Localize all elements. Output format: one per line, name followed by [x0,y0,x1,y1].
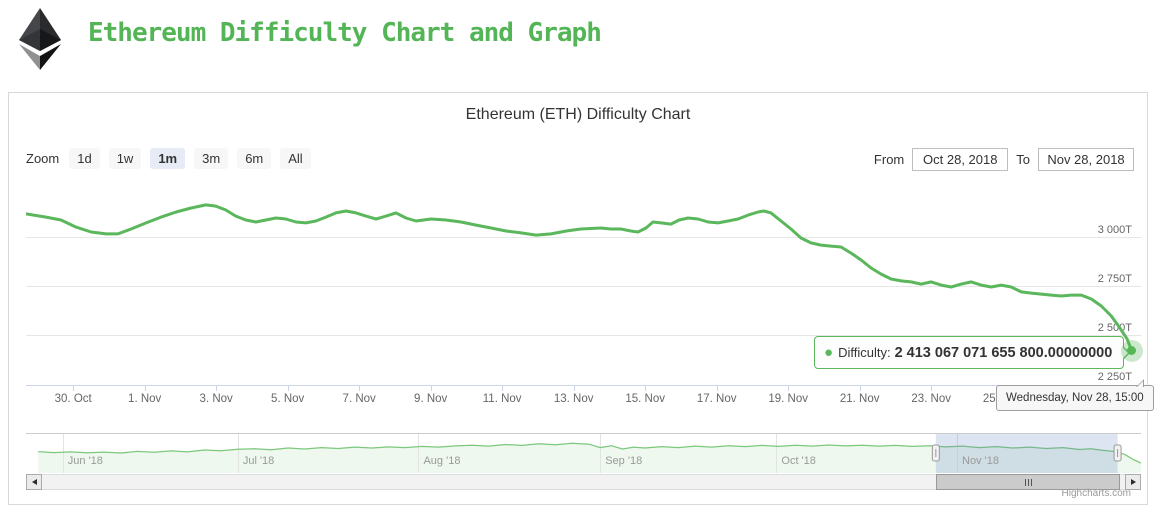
navigator-month-label: Aug '18 [423,455,460,467]
chart-title: Ethereum (ETH) Difficulty Chart [465,106,691,123]
navigator-selected-mask [935,433,1118,473]
x-axis-label: 17. Nov [697,393,737,405]
y-axis-label: 2 750T [1098,273,1133,285]
navigator-area [38,443,1141,473]
zoom-button-group: Zoom 1d 1w 1m 3m 6m All [26,148,311,169]
navigator[interactable]: Jun '18 Jul '18 Aug '18 Sep '18 Oct '18 Nov '… [26,433,1141,473]
site-header: Ethereum Difficulty Chart and Graph [0,0,1156,90]
y-axis-label: 3 000T [1098,224,1133,236]
zoom-button-1w[interactable]: 1w [108,148,142,169]
x-axis-label: 15. Nov [625,393,665,405]
x-axis-label: 13. Nov [554,393,594,405]
x-axis-label: 11. Nov [483,393,522,405]
x-axis-label: 1. Nov [128,393,161,405]
chart-panel: Ethereum (ETH) Difficulty Chart Zoom 1d … [8,92,1154,505]
navigator-series-line [38,442,1141,464]
scrollbar-grip-icon [1024,478,1032,486]
navigator-month-label: Jul '18 [243,455,274,467]
tooltip-value: 2 413 067 071 655 800.00000000 [894,344,1113,361]
zoom-label: Zoom [26,151,60,166]
difficulty-series-line [26,203,1134,354]
x-axis-label: 23. Nov [911,393,951,405]
x-axis-label: 3. Nov [200,393,233,405]
to-label: To [1016,152,1030,167]
from-label: From [873,152,905,167]
ethereum-logo-icon [19,8,61,70]
navigator-month-label: Jun '18 [68,455,103,467]
navigator-month-label: Oct '18 [781,455,816,467]
navigator-month-label: Nov '18 [962,455,999,467]
x-axis-label: 7. Nov [343,393,376,405]
x-axis-label: 9. Nov [414,393,447,405]
y-axis-label: 2 250T [1098,371,1133,383]
x-axis-label: 30. Oct [55,393,93,405]
tooltip-series-label: Difficulty: [838,345,891,360]
x-axis-label: 19. Nov [768,393,808,405]
page-title: Ethereum Difficulty Chart and Graph [88,18,602,48]
last-point-marker[interactable] [1127,346,1136,355]
tooltip-series-dot-icon: ● [824,344,834,361]
to-date-input[interactable] [1038,148,1134,171]
navigator-scrollbar [26,474,1141,490]
from-date-input[interactable] [912,148,1009,171]
zoom-button-all[interactable]: All [280,148,311,169]
zoom-button-3m[interactable]: 3m [194,148,229,169]
zoom-button-1m[interactable]: 1m [150,148,186,169]
zoom-button-1d[interactable]: 1d [69,148,100,169]
x-axis-label: 5. Nov [271,393,304,405]
zoom-button-6m[interactable]: 6m [237,148,272,169]
y-axis-label: 2 500T [1098,322,1133,334]
x-axis-date-tooltip: Wednesday, Nov 28, 15:00 [996,379,1154,411]
x-axis-label: 21. Nov [840,393,880,405]
difficulty-line-chart[interactable]: 2 250T 2 500T 2 750T 3 000T 30. Oct 1. Nov 3. … [26,191,1141,407]
navigator-month-label: Sep '18 [605,455,642,467]
scrollbar-left-arrow-icon[interactable] [26,474,42,490]
series-tooltip: ● Difficulty: 2 413 067 071 655 800.0000… [814,336,1131,369]
date-range-controls: From To [874,148,1134,171]
highcharts-credit[interactable]: Highcharts.com [1061,488,1131,499]
scrollbar-right-arrow-icon[interactable] [1125,474,1141,490]
scrollbar-thumb[interactable] [936,474,1120,490]
